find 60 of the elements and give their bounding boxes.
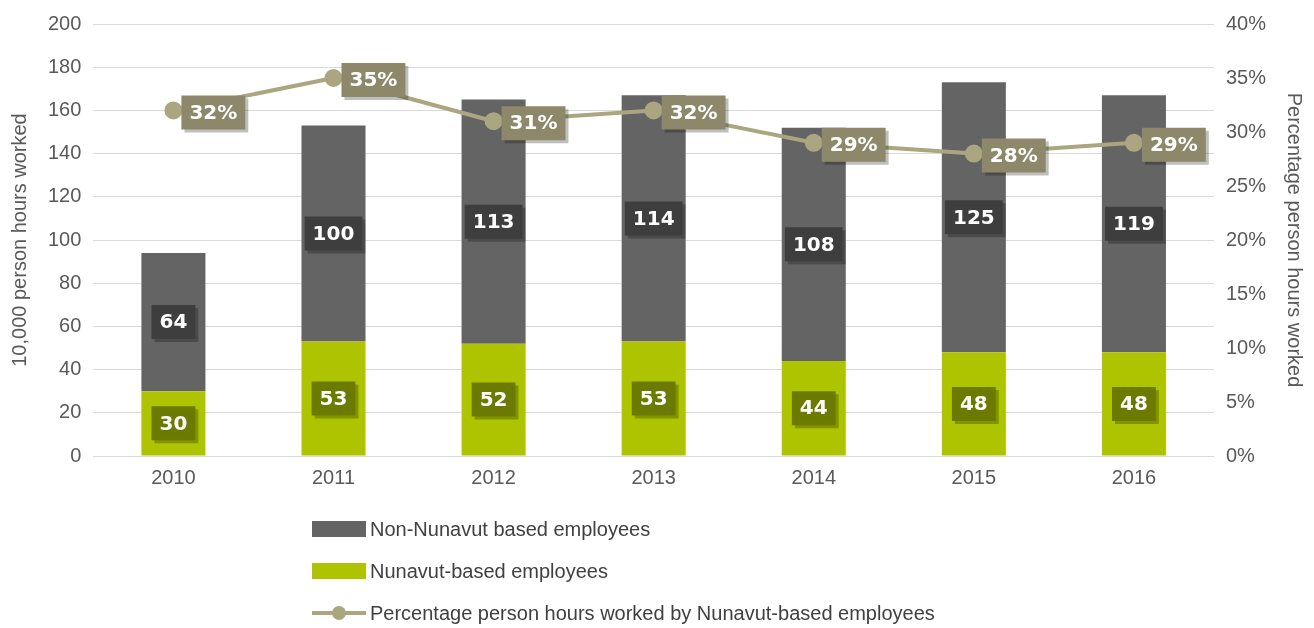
y-tick-label: 20	[59, 400, 82, 423]
y-tick-label: 160	[47, 97, 82, 120]
x-tick-label: 2012	[471, 465, 516, 488]
data-label: 32%	[669, 99, 718, 124]
y2-tick-label: 35%	[1225, 65, 1267, 88]
y2-tick-label: 30%	[1225, 119, 1267, 142]
y-axis-title: 10,000 person hours worked	[7, 113, 30, 367]
data-label: 29%	[1149, 132, 1198, 156]
point	[324, 69, 343, 87]
data-label: 30	[159, 410, 188, 435]
data-label: 119	[1113, 211, 1155, 235]
data-label: 44	[799, 395, 828, 420]
data-label: 48	[1120, 391, 1148, 416]
data-label: 28%	[989, 142, 1038, 167]
data-label: 29%	[829, 132, 878, 156]
y2-tick-label: 5%	[1225, 389, 1256, 412]
legend-label: Non-Nunavut based employees	[370, 517, 651, 541]
point	[1124, 133, 1143, 152]
data-label: 108	[792, 231, 835, 256]
x-tick-label: 2013	[631, 465, 676, 488]
y-tick-label: 80	[59, 270, 82, 293]
y-tick-label: 200	[47, 11, 82, 34]
data-label: 53	[639, 385, 668, 410]
data-label: 64	[159, 309, 188, 334]
data-label: 100	[312, 220, 355, 245]
y2-tick-label: 25%	[1225, 173, 1267, 196]
data-label: 125	[952, 204, 995, 229]
data-label: 114	[632, 205, 675, 230]
y-tick-label: 60	[59, 313, 82, 336]
point	[964, 144, 983, 163]
data-label: 113	[472, 208, 515, 233]
x-tick-label: 2011	[311, 465, 356, 488]
point	[804, 133, 823, 152]
point	[644, 101, 663, 120]
data-label: 31%	[509, 110, 558, 135]
data-label: 35%	[349, 67, 398, 92]
x-tick-label: 2015	[951, 465, 997, 488]
legend-label: Percentage person hours worked by Nunavut-based employees	[370, 601, 935, 625]
data-label: 52	[479, 386, 508, 411]
y-tick-label: 0	[70, 443, 82, 466]
y2-tick-label: 15%	[1225, 281, 1267, 304]
y2-tick-label: 20%	[1225, 227, 1267, 250]
legend-label: Nunavut-based employees	[370, 559, 608, 583]
data-label: 48	[959, 391, 988, 416]
point	[484, 112, 503, 131]
y2-tick-label: 10%	[1225, 335, 1267, 358]
x-tick-label: 2014	[791, 465, 837, 488]
data-label: 53	[319, 385, 348, 410]
y-tick-label: 140	[47, 141, 82, 164]
y-tick-label: 40	[59, 357, 82, 380]
y-tick-label: 120	[47, 184, 82, 207]
point	[164, 101, 183, 120]
x-tick-label: 2016	[1111, 465, 1157, 488]
y-tick-label: 100	[47, 227, 82, 250]
y2-axis-title: Percentage person hours worked	[1284, 92, 1307, 388]
y-tick-label: 180	[47, 54, 82, 77]
data-label: 32%	[189, 99, 238, 124]
y2-tick-label: 0%	[1225, 443, 1256, 466]
y2-tick-label: 40%	[1225, 11, 1267, 34]
x-tick-label: 2010	[151, 465, 196, 488]
